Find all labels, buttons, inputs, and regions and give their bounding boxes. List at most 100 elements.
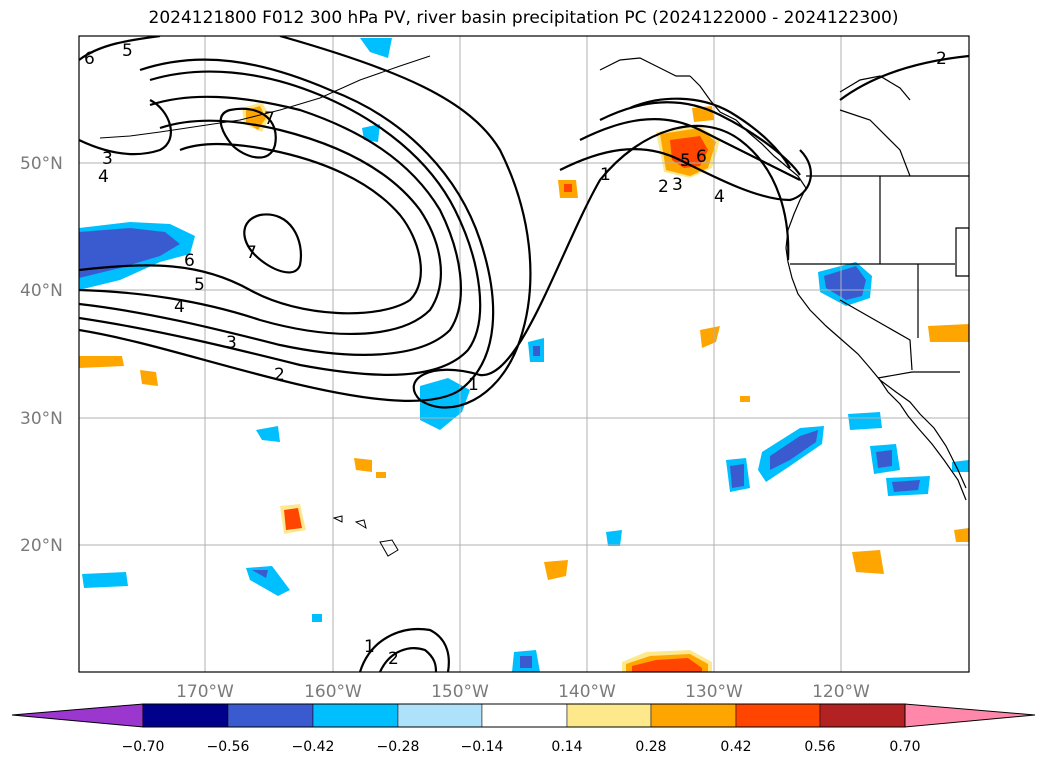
us-state-border: [839, 299, 913, 371]
contour-label: 7: [246, 243, 257, 263]
contour-label: 2: [274, 365, 285, 385]
hawaii-island: [332, 515, 343, 523]
colorbar-swatch: [735, 703, 821, 728]
colorbar-swatch: [227, 703, 314, 728]
contour-label: 1: [468, 375, 479, 395]
colorbar-extend-low: [11, 703, 144, 728]
coastlines: [599, 57, 969, 501]
map-content: 6 5 7 3 4 7 6 5 4 3 2 1 1 2 3 4 5 6 2 1 …: [79, 36, 969, 672]
contour-label: 3: [102, 149, 113, 169]
neg-precip-core: [770, 430, 818, 470]
pv-contour-sw: [358, 627, 450, 672]
pv-contour-2b: [559, 148, 812, 202]
contour-label: 3: [672, 175, 683, 195]
colorbar-extend-high: [904, 703, 1036, 728]
neg-precip-area: [360, 38, 392, 58]
pv-contour-4: [79, 95, 462, 356]
neg-precip-area: [246, 566, 290, 596]
pv-contour-labels: 6 5 7 3 4 7 6 5 4 3 2 1 1 2 3 4 5 6 2 1 …: [84, 41, 947, 669]
pv-contour-1: [279, 36, 790, 409]
contour-label: 4: [174, 297, 185, 317]
colorbar-tick-label: 0.28: [635, 739, 666, 755]
lat-label: 30°N: [20, 409, 63, 429]
pv-contour-2: [79, 58, 495, 402]
neg-precip-core: [79, 228, 180, 278]
neg-precip-core: [252, 570, 268, 578]
colorbar-swatch: [650, 703, 737, 728]
contour-label: 2: [388, 649, 399, 669]
colorbar-tick-label: −0.56: [207, 739, 250, 755]
colorbar-swatch: [397, 703, 483, 728]
map-title: 2024121800 F012 300 hPa PV, river basin …: [148, 8, 899, 28]
coast-detail: [839, 109, 911, 177]
longitude-labels: 170°W 160°W 150°W 140°W 130°W 120°W: [176, 682, 870, 702]
contour-label: 1: [600, 165, 611, 185]
pos-precip-strong: [632, 658, 702, 672]
aleutian-islands: [99, 55, 431, 139]
neg-precip-area: [606, 530, 622, 546]
lon-label: 130°W: [685, 682, 743, 702]
lon-label: 140°W: [558, 682, 616, 702]
colorbar-tick-label: −0.14: [461, 739, 504, 755]
neg-precip-core: [824, 266, 866, 300]
pv-contour-3: [79, 70, 482, 376]
contour-label: 2: [658, 177, 669, 197]
pv-contour-nw2: [79, 99, 172, 156]
baja-peninsula: [879, 379, 967, 501]
contour-label: 5: [194, 275, 205, 295]
pos-precip-area: [376, 472, 386, 478]
map-frame: [78, 35, 970, 673]
latitude-labels: 50°N 40°N 30°N 20°N: [20, 154, 63, 556]
pv-contour-ne: [839, 54, 969, 101]
precipitation-shading: [79, 38, 969, 672]
colorbar-tick-label: −0.70: [122, 739, 165, 755]
neg-precip-core: [730, 464, 744, 488]
neg-precip-core: [520, 656, 532, 668]
colorbar-tick-label: 0.14: [551, 739, 582, 755]
lon-label: 170°W: [176, 682, 234, 702]
pos-precip-area: [354, 458, 372, 472]
colorbar-tick-label: −0.42: [292, 739, 335, 755]
pv-contour-5: [79, 119, 442, 336]
coast-detail: [955, 227, 969, 277]
colorbar-outline: [142, 703, 906, 728]
pv-contour-5b: [629, 97, 791, 169]
colorbar-swatch: [481, 703, 568, 728]
neg-precip-core: [892, 480, 920, 492]
lat-label: 40°N: [20, 281, 63, 301]
pv-contour-3b: [579, 118, 801, 181]
pos-precip-area: [79, 356, 124, 368]
hawaii-island: [379, 539, 399, 557]
pos-precip-area: [544, 560, 568, 580]
neg-precip-core: [533, 346, 540, 356]
colorbar-tick-label: 0.56: [804, 739, 835, 755]
islands: [99, 55, 431, 557]
coast-detail: [839, 75, 911, 101]
contour-label: 1: [364, 637, 375, 657]
pos-precip-area: [740, 396, 750, 402]
alaska-panhandle: [599, 57, 690, 77]
lat-label: 50°N: [20, 154, 63, 174]
colorbar-swatch: [142, 703, 229, 728]
lon-label: 160°W: [304, 682, 362, 702]
contour-label: 5: [122, 41, 133, 61]
pos-precip-strong: [564, 184, 572, 192]
pv-contour-6: [79, 142, 422, 315]
neg-precip-area: [312, 614, 322, 622]
colorbar: −0.70 −0.56 −0.42 −0.28 −0.14 0.14 0.28 …: [11, 703, 1036, 755]
colorbar-tick-label: 0.70: [889, 739, 920, 755]
colorbar-tick-label: −0.28: [377, 739, 420, 755]
neg-precip-area: [256, 426, 280, 442]
contour-label: 4: [714, 187, 725, 207]
colorbar-swatch: [819, 703, 906, 728]
hawaii-island: [354, 519, 367, 530]
pos-precip-area: [700, 326, 720, 348]
colorbar-swatch: [312, 703, 399, 728]
contour-label: 2: [936, 49, 947, 69]
pv-contour-sw2: [378, 647, 438, 672]
contour-label: 5: [680, 151, 691, 171]
contour-label: 3: [226, 333, 237, 353]
pv-contour-7b: [219, 107, 277, 159]
pos-precip-area: [954, 528, 969, 542]
